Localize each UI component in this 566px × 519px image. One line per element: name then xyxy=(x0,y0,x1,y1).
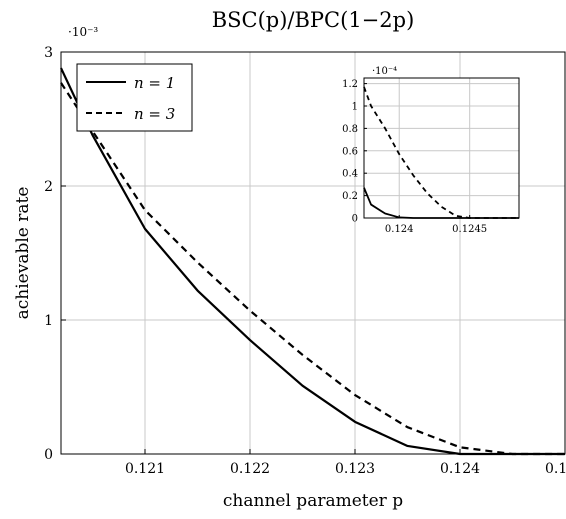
x-tick-label: 0.121 xyxy=(125,461,165,477)
y-tick-label: 1.2 xyxy=(342,79,358,90)
y-tick-label: 0.6 xyxy=(342,146,358,157)
x-tick-label: 0.124 xyxy=(385,224,414,235)
x-tick-label: 0.123 xyxy=(335,461,375,477)
y-tick-label: 0.4 xyxy=(342,169,358,180)
legend-label-n3: n = 3 xyxy=(134,105,175,123)
x-tick-label: 0.124 xyxy=(440,461,480,477)
main-tick-labels: 0.121 0.122 0.123 0.124 0.125 0 1 2 3 xyxy=(44,45,566,477)
y-axis-label: achievable rate xyxy=(13,187,33,320)
inset-chart: 0.124 0.1245 0 0.2 0.4 0.6 0.8 1 1.2 ·10⁻⁴ xyxy=(342,66,520,235)
inset-y-multiplier: ·10⁻⁴ xyxy=(372,66,397,77)
x-axis-label: channel parameter p xyxy=(223,491,403,511)
y-tick-label: 3 xyxy=(44,45,53,61)
y-tick-label: 0.2 xyxy=(342,191,358,202)
x-tick-label: 0.1245 xyxy=(452,224,487,235)
y-tick-label: 0.8 xyxy=(342,124,358,135)
x-tick-label: 0.125 xyxy=(545,461,566,477)
y-tick-label: 0 xyxy=(44,447,53,463)
inset-tick-labels: 0.124 0.1245 0 0.2 0.4 0.6 0.8 1 1.2 xyxy=(342,79,487,235)
chart-title: BSC(p)/BPC(1−2p) xyxy=(212,8,415,32)
legend-box xyxy=(76,63,193,132)
legend-label-n1: n = 1 xyxy=(134,74,175,92)
y-axis-multiplier: ·10⁻³ xyxy=(68,25,98,39)
inset-background xyxy=(364,78,519,218)
y-tick-label: 1 xyxy=(352,102,358,113)
inset-frame xyxy=(363,77,520,219)
series-line-n3 xyxy=(60,82,565,456)
x-tick-label: 0.122 xyxy=(230,461,270,477)
y-tick-label: 0 xyxy=(352,214,358,225)
main-plot-frame xyxy=(60,51,566,455)
y-tick-label: 1 xyxy=(44,313,53,329)
legend: n = 1 n = 3 xyxy=(76,63,193,132)
y-tick-label: 2 xyxy=(44,179,53,195)
